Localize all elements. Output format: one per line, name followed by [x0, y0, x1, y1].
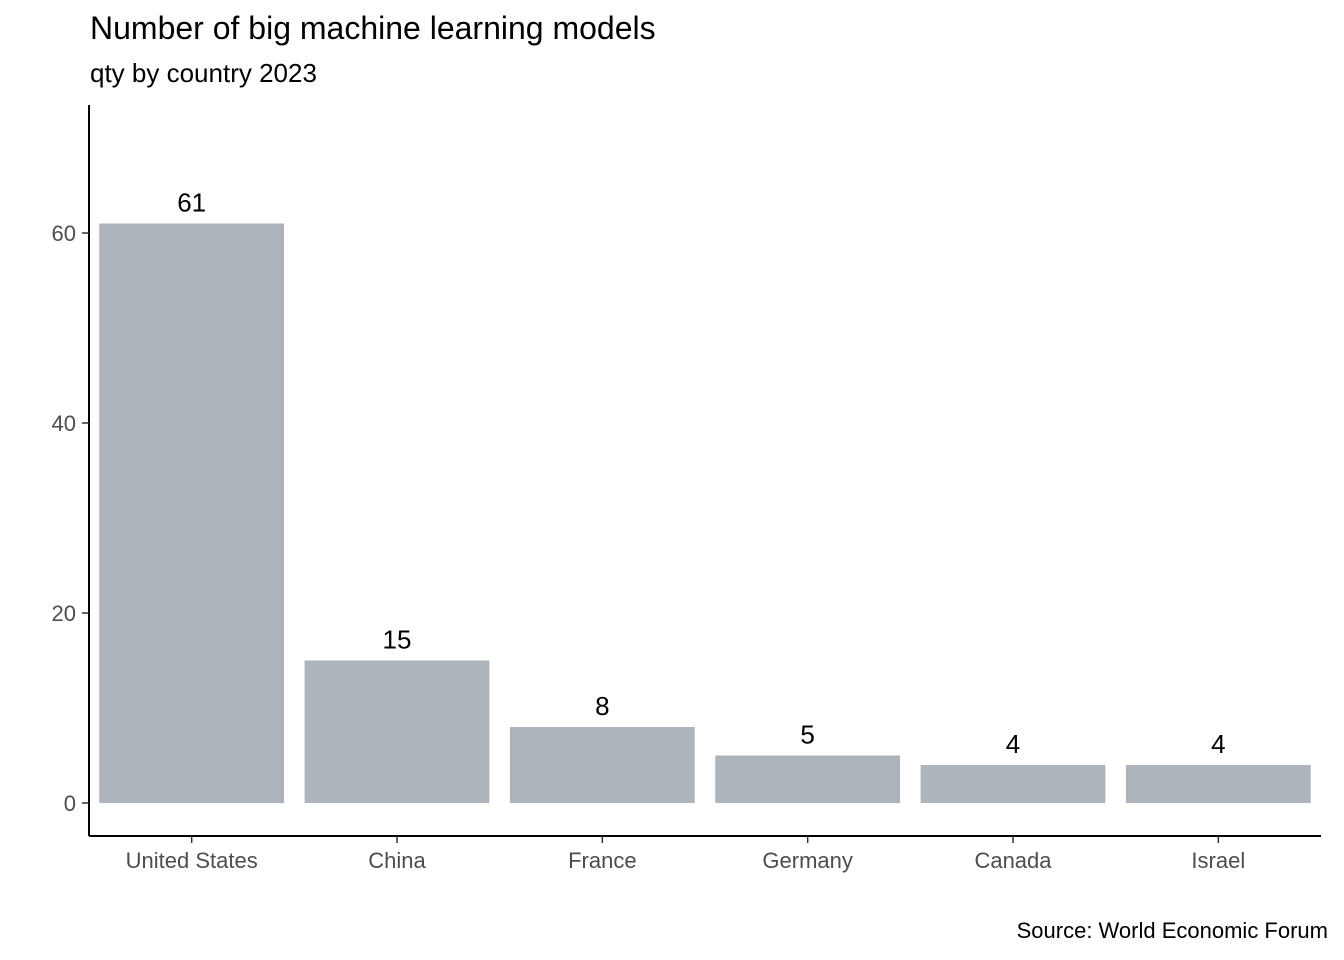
data-labels-layer: 61 15 8 5 4 4 [177, 188, 1225, 760]
y-tick-label: 20 [52, 601, 76, 626]
bar-united-states [99, 223, 285, 803]
chart-title: Number of big machine learning models [90, 10, 656, 46]
x-axis: United States China France Germany Canada Isr… [89, 835, 1321, 873]
data-label: 4 [1211, 729, 1225, 759]
bars-layer [99, 223, 1311, 803]
bar-france [509, 727, 695, 803]
y-tick-label: 0 [64, 791, 76, 816]
bar-israel [1125, 765, 1311, 803]
x-tick-label: China [368, 848, 426, 873]
bar-germany [715, 755, 901, 803]
x-tick-label: France [568, 848, 636, 873]
x-tick-label: United States [126, 848, 258, 873]
data-label: 8 [595, 691, 609, 721]
y-tick-label: 40 [52, 411, 76, 436]
chart-subtitle: qty by country 2023 [90, 58, 317, 88]
data-label: 61 [177, 188, 206, 218]
data-label: 4 [1006, 729, 1020, 759]
y-tick-label: 60 [52, 221, 76, 246]
bar-canada [920, 765, 1106, 803]
y-axis: 0 20 40 60 [52, 105, 90, 836]
data-label: 5 [800, 720, 814, 750]
x-tick-label: Israel [1191, 848, 1245, 873]
x-tick-label: Canada [974, 848, 1052, 873]
x-tick-label: Germany [762, 848, 852, 873]
bar-china [304, 660, 490, 803]
data-label: 15 [383, 625, 412, 655]
chart-caption: Source: World Economic Forum [1016, 918, 1328, 943]
